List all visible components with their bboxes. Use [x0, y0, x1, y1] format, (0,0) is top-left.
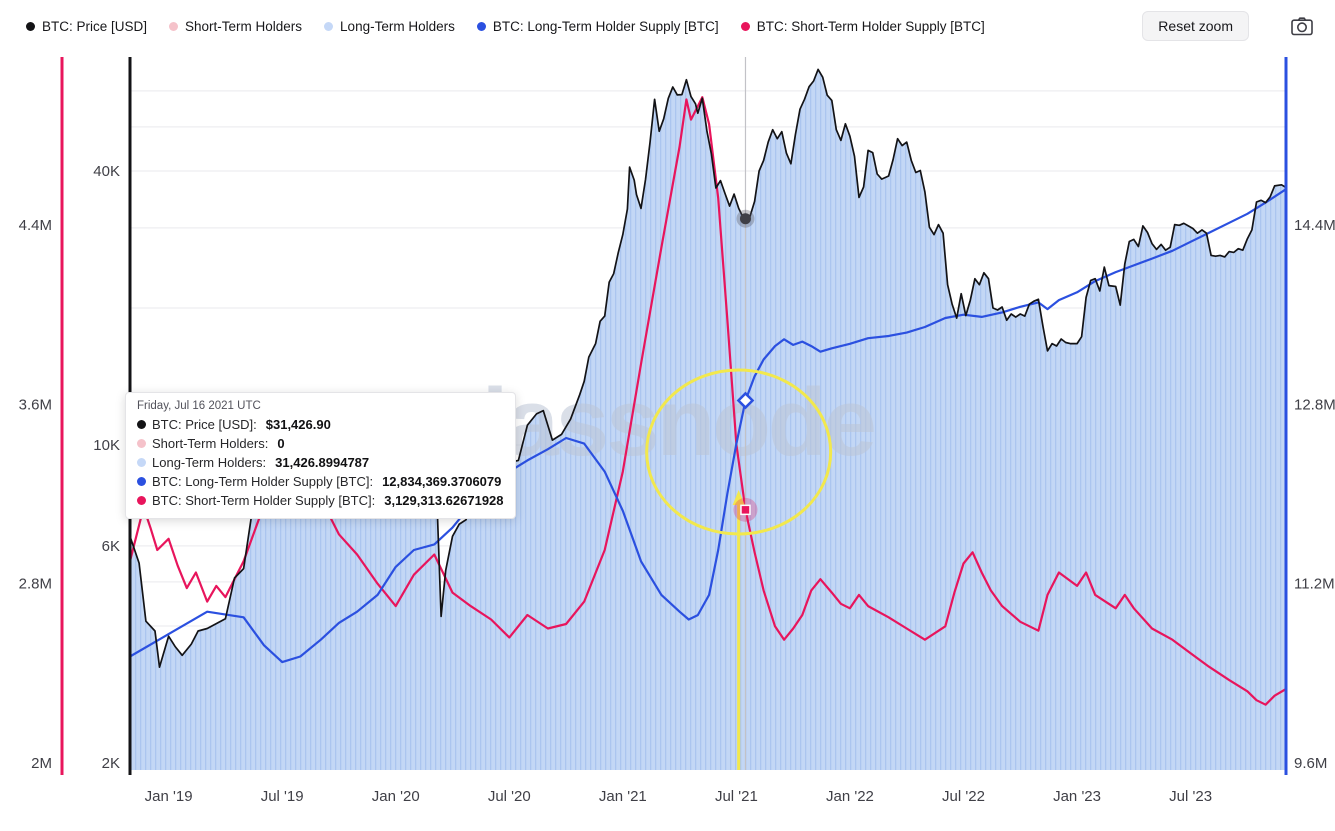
legend-label: Long-Term Holders	[340, 18, 455, 34]
price-series-dot-icon	[137, 420, 146, 429]
tooltip-value: 0	[277, 436, 285, 451]
lth-tick-label: 9.6M	[1294, 755, 1327, 772]
lth-tick-label: 12.8M	[1294, 396, 1335, 413]
lth-holders-series-dot-icon	[324, 21, 334, 31]
x-tick-label: Jan '22	[826, 788, 874, 805]
tooltip-date: Friday, Jul 16 2021 UTC	[137, 400, 261, 412]
sth-tick-label: 4.4M	[19, 217, 52, 234]
legend-label: BTC: Short-Term Holder Supply [BTC]	[756, 18, 985, 34]
annotation-arrow-head	[732, 490, 745, 505]
tooltip-value: $31,426.90	[265, 417, 331, 432]
tooltip-row-sth-supply: BTC: Short-Term Holder Supply [BTC]: 3,1…	[137, 491, 504, 510]
sth-holders-series-dot-icon	[169, 21, 179, 31]
legend-label: BTC: Price [USD]	[42, 18, 148, 34]
price-tick-label: 2K	[102, 755, 120, 772]
lth-supply-line	[128, 188, 1288, 664]
legend-item-long-term-holders[interactable]: Long-Term Holders	[324, 19, 455, 34]
tooltip-value: 31,426.8994787	[275, 455, 370, 470]
tooltip-label: Short-Term Holders:	[152, 436, 269, 451]
tooltip-row-lth-supply: BTC: Long-Term Holder Supply [BTC]: 12,8…	[137, 472, 504, 491]
sth-supply-series-dot-icon	[740, 21, 750, 31]
reset-zoom-button[interactable]: Reset zoom	[1142, 11, 1249, 41]
sth-supply-marker	[740, 504, 751, 516]
legend-label: Short-Term Holders	[185, 18, 303, 34]
price-tick-label: 6K	[102, 538, 120, 555]
lth-tick-label: 14.4M	[1294, 217, 1335, 234]
lth-supply-series-dot-icon	[476, 21, 486, 31]
lth-tick-label: 11.2M	[1294, 576, 1335, 593]
tooltip-value: 12,834,369.3706079	[382, 474, 502, 489]
lth-supply-marker	[736, 391, 755, 410]
legend-label: BTC: Long-Term Holder Supply [BTC]	[492, 18, 719, 34]
sth-tick-label: 2M	[31, 755, 52, 772]
camera-icon	[1291, 16, 1313, 35]
long-term-holders-area	[130, 69, 1286, 770]
legend-item-short-term-holders[interactable]: Short-Term Holders	[169, 19, 302, 34]
x-tick-label: Jul '21	[715, 788, 758, 805]
price-tick-label: 40K	[93, 163, 120, 180]
legend-item-btc-price[interactable]: BTC: Price [USD]	[26, 19, 147, 34]
tooltip-row-sth-holders: Short-Term Holders: 0	[137, 434, 504, 453]
x-tick-label: Jul '20	[488, 788, 531, 805]
x-tick-label: Jan '21	[599, 788, 647, 805]
x-tick-label: Jan '20	[372, 788, 420, 805]
legend-item-lth-supply[interactable]: BTC: Long-Term Holder Supply [BTC]	[476, 18, 719, 34]
x-tick-label: Jan '23	[1053, 788, 1101, 805]
price-tick-label: 10K	[93, 437, 120, 454]
camera-button[interactable]	[1289, 15, 1315, 38]
x-tick-label: Jan '19	[145, 788, 193, 805]
lth-supply-series-dot-icon	[137, 477, 146, 486]
tooltip-row-lth-holders: Long-Term Holders: 31,426.8994787	[137, 453, 504, 472]
legend-item-sth-supply[interactable]: BTC: Short-Term Holder Supply [BTC]	[740, 18, 985, 34]
tooltip-label: BTC: Short-Term Holder Supply [BTC]:	[152, 493, 376, 508]
x-tick-label: Jul '23	[1169, 788, 1212, 805]
tooltip-label: BTC: Long-Term Holder Supply [BTC]:	[152, 474, 374, 489]
sth-holders-series-dot-icon	[137, 439, 146, 448]
tooltip-value: 3,129,313.62671928	[384, 493, 504, 508]
tooltip-label: Long-Term Holders:	[152, 455, 267, 470]
price-marker	[739, 213, 751, 225]
x-tick-label: Jul '19	[261, 788, 304, 805]
topbar: BTC: Price [USD] Short-Term Holders Long…	[0, 0, 1335, 52]
lth-holders-series-dot-icon	[137, 458, 146, 467]
sth-tick-label: 2.8M	[19, 576, 52, 593]
sth-tick-label: 3.6M	[19, 396, 52, 413]
sth-supply-series-dot-icon	[137, 496, 146, 505]
x-tick-label: Jul '22	[942, 788, 985, 805]
price-series-dot-icon	[26, 21, 35, 31]
chart-tooltip: Friday, Jul 16 2021 UTC BTC: Price [USD]…	[125, 392, 516, 519]
tooltip-label: BTC: Price [USD]:	[152, 417, 257, 432]
tooltip-row-price: BTC: Price [USD]: $31,426.90	[137, 415, 504, 434]
